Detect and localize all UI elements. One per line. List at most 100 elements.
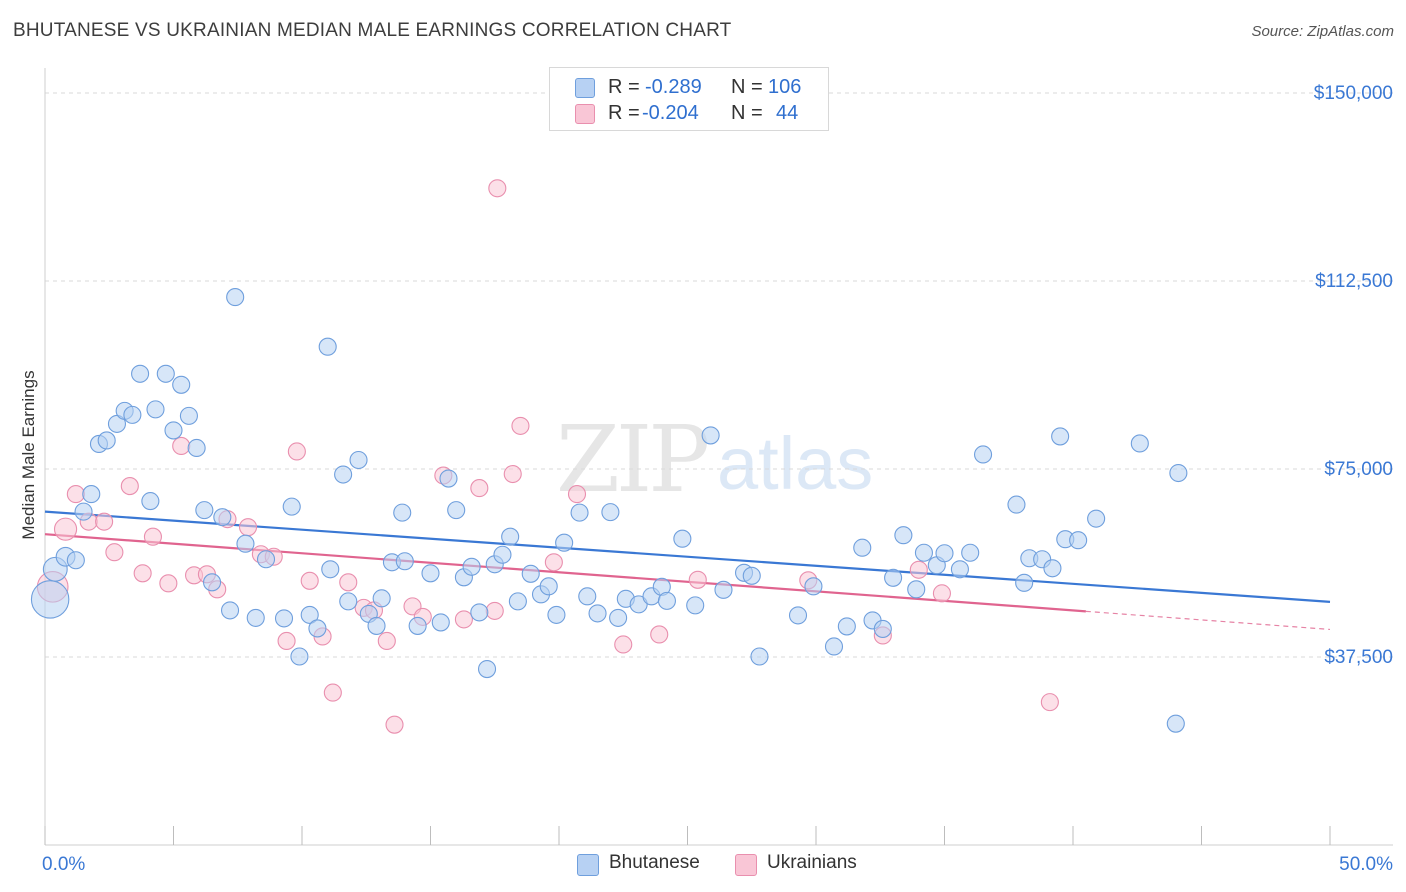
point-ukrainians [66,485,85,504]
point-bhutanese [1087,509,1106,528]
point-bhutanese [339,592,358,611]
point-bhutanese [477,659,497,679]
point-bhutanese [395,552,414,571]
y-tick-label: $112,500 [1315,271,1393,292]
point-ukrainians [614,635,633,654]
point-bhutanese [508,592,527,611]
point-ukrainians [277,631,296,651]
trendline-bhutanese [44,510,1331,603]
point-bhutanese [742,566,761,585]
point-ukrainians [238,518,258,537]
point-bhutanese [274,609,294,628]
point-bhutanese [462,557,481,576]
point-ukrainians [544,553,563,572]
point-bhutanese [570,503,589,522]
point-bhutanese [179,406,198,425]
stats-row-bhutanese: R = -0.289 N = 106 [550,76,828,102]
trendline-ukrainians [44,533,1086,613]
point-ukrainians [339,573,358,592]
y-tick-label: $150,000 [1314,83,1393,104]
n-label: N = [731,76,763,98]
point-bhutanese [318,337,337,356]
point-bhutanese [837,617,856,636]
point-bhutanese [788,606,808,625]
chart-title: BHUTANESE VS UKRAINIAN MEDIAN MALE EARNI… [13,20,732,41]
point-ukrainians [503,464,522,484]
point-bhutanese [30,580,70,619]
point-bhutanese [131,364,150,383]
point-ukrainians [300,571,319,590]
n-label: N = [731,102,763,124]
pink-swatch [735,854,757,876]
point-bhutanese [588,604,607,623]
point-bhutanese [914,543,933,562]
point-bhutanese [156,364,175,383]
y-axis-label: Median Male Earnings [19,370,38,539]
point-ukrainians [53,517,78,541]
point-bhutanese [447,501,466,520]
point-bhutanese [408,616,427,635]
source-label: Source: ZipAtlas.com [1251,23,1394,40]
point-bhutanese [1069,531,1088,550]
x-tick-label-max: 50.0% [1339,854,1393,875]
point-bhutanese [187,438,206,458]
point-bhutanese [220,601,240,620]
point-ukrainians [172,436,191,456]
point-bhutanese [935,544,954,563]
point-bhutanese [609,608,628,627]
point-ukrainians [95,512,114,531]
point-bhutanese [1166,714,1185,733]
point-bhutanese [334,465,353,484]
point-bhutanese [74,502,93,521]
point-bhutanese [873,619,892,638]
point-ukrainians [323,683,342,702]
point-bhutanese [439,469,458,488]
watermark-atlas: atlas [717,422,873,505]
point-bhutanese [195,501,214,520]
point-bhutanese [714,580,733,599]
point-ukrainians [470,479,489,498]
point-bhutanese [321,560,340,579]
point-bhutanese [853,538,872,557]
point-ukrainians [159,574,178,593]
r-label: R = [608,102,640,124]
point-bhutanese [236,534,255,553]
point-bhutanese [146,400,165,419]
point-bhutanese [349,450,368,470]
point-bhutanese [601,503,620,522]
point-bhutanese [701,426,720,445]
point-bhutanese [1169,463,1188,483]
point-bhutanese [164,421,183,440]
point-bhutanese [973,445,993,464]
point-bhutanese [372,589,391,608]
point-bhutanese [1015,573,1034,592]
point-bhutanese [657,591,676,610]
point-bhutanese [203,573,222,592]
point-bhutanese [750,647,769,666]
point-bhutanese [290,647,309,666]
point-bhutanese [393,503,412,522]
n-value: 44 [776,102,799,124]
point-bhutanese [493,545,512,564]
point-bhutanese [521,564,540,583]
point-ukrainians [909,560,928,579]
point-bhutanese [673,529,692,548]
point-bhutanese [686,596,705,615]
point-ukrainians [120,477,139,496]
point-bhutanese [884,568,903,587]
point-bhutanese [547,605,566,624]
point-bhutanese [367,616,386,635]
r-label: R = [608,76,640,98]
point-bhutanese [213,508,232,527]
point-bhutanese [300,605,319,624]
point-ukrainians [454,610,473,629]
point-bhutanese [950,560,969,579]
point-bhutanese [82,485,101,504]
point-bhutanese [804,577,823,596]
y-tick-label: $37,500 [1324,647,1393,668]
point-bhutanese [1007,495,1026,514]
point-bhutanese [66,551,85,570]
point-bhutanese [1130,434,1149,453]
point-bhutanese [141,492,160,511]
point-ukrainians [688,570,707,589]
